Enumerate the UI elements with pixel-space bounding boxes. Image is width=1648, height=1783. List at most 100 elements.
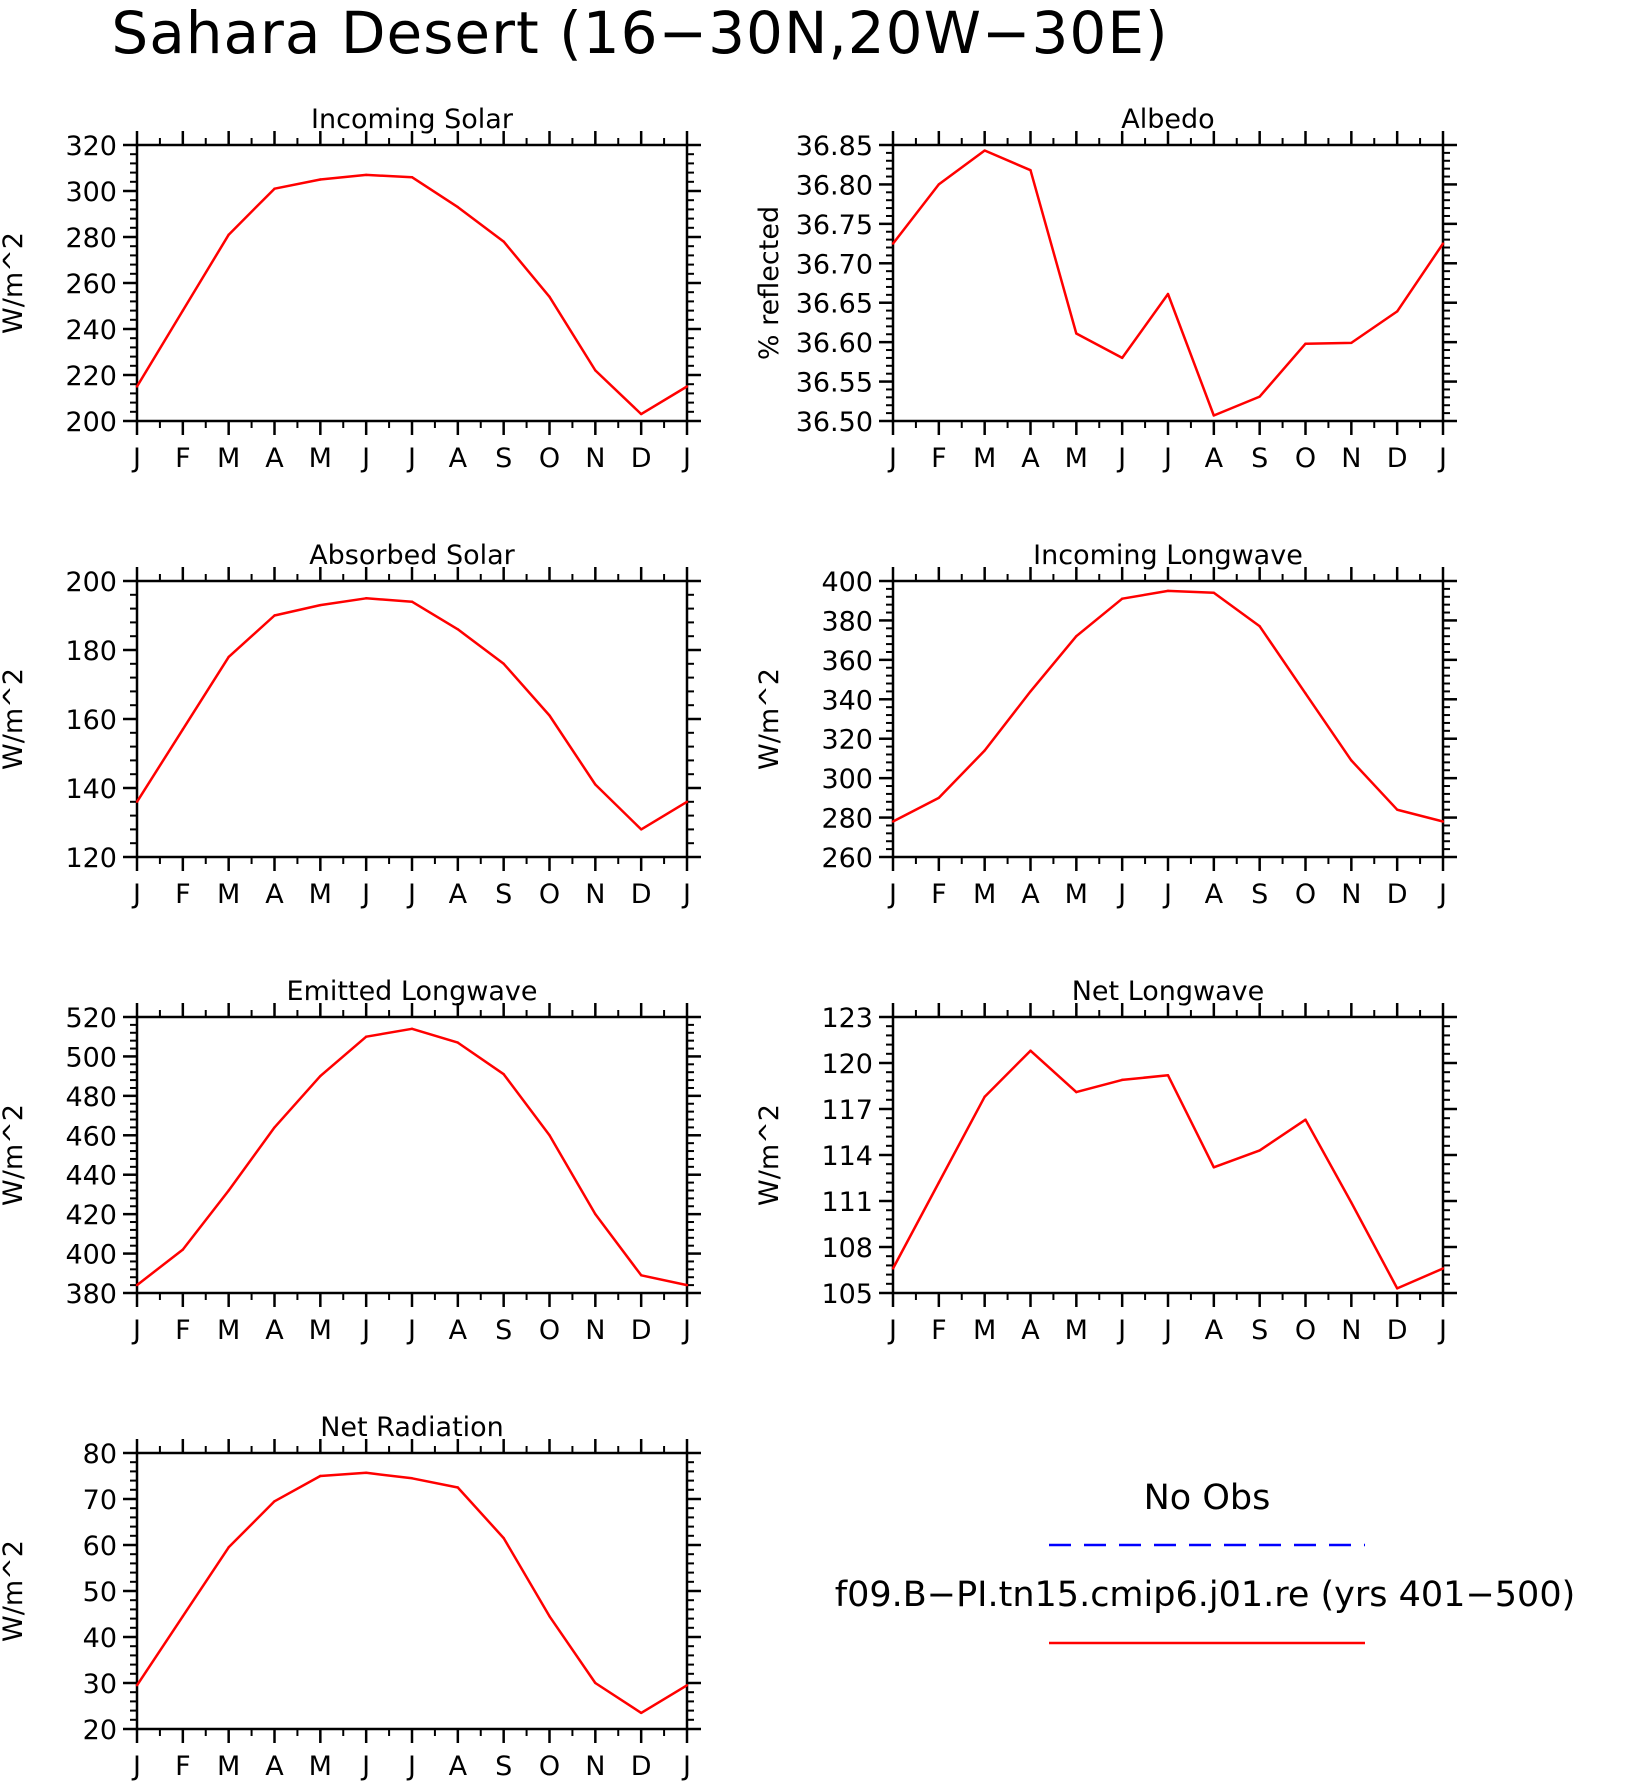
data-point <box>685 800 689 803</box>
y-tick-label: 200 <box>65 407 117 438</box>
data-point <box>273 1500 276 1503</box>
data-point <box>502 240 505 243</box>
x-tick-label: D <box>631 879 652 910</box>
x-tick-label: A <box>1205 443 1224 474</box>
data-point <box>364 1471 368 1474</box>
x-tick-label: J <box>681 879 691 910</box>
data-point <box>1258 1149 1261 1152</box>
x-tick-label: A <box>1021 443 1040 474</box>
data-point <box>1350 341 1353 345</box>
y-axis-title: % reflected <box>754 206 785 360</box>
x-tick-label: N <box>585 879 605 910</box>
y-axis-title: W/m^2 <box>754 1104 785 1206</box>
y-tick-label: 36.50 <box>796 407 873 438</box>
data-point <box>502 662 505 665</box>
data-point <box>548 1134 551 1137</box>
y-tick-label: 40 <box>83 1623 117 1654</box>
data-point <box>1029 690 1032 693</box>
y-tick-label: 80 <box>83 1439 117 1470</box>
y-tick-label: 36.75 <box>796 210 873 241</box>
y-tick-label: 380 <box>65 1279 117 1310</box>
y-tick-label: 480 <box>65 1082 117 1113</box>
data-point <box>410 176 414 179</box>
plot-frame <box>135 1015 689 1295</box>
data-point <box>594 783 597 786</box>
y-tick-label: 500 <box>65 1042 117 1073</box>
x-tick-label: O <box>1295 1315 1316 1346</box>
data-point <box>1258 625 1261 628</box>
data-point <box>1166 292 1170 296</box>
data-point <box>1120 356 1124 360</box>
legend-model-label: f09.B−PI.tn15.cmip6.j01.re (yrs 401−500) <box>835 1575 1576 1615</box>
y-tick-label: 36.80 <box>796 170 873 201</box>
x-tick-label: J <box>887 443 897 474</box>
x-tick-label: J <box>1116 1315 1126 1346</box>
y-tick-label: 60 <box>83 1531 117 1562</box>
plot-frame <box>135 579 689 859</box>
x-tick-label: J <box>681 1315 691 1346</box>
data-point <box>227 233 230 236</box>
x-tick-label: M <box>309 1315 332 1346</box>
plot-frame <box>891 1015 1445 1295</box>
data-point <box>456 1486 460 1489</box>
chart-title: Incoming Longwave <box>1033 540 1303 571</box>
data-point <box>181 309 185 312</box>
y-tick-label: 280 <box>65 223 117 254</box>
data-point <box>1166 1074 1170 1077</box>
data-point <box>135 1283 139 1287</box>
y-tick-label: 120 <box>821 1049 873 1080</box>
x-tick-label: J <box>406 1315 416 1346</box>
y-tick-label: 36.65 <box>796 289 873 320</box>
x-tick-label: J <box>1437 443 1447 474</box>
data-point <box>1395 310 1399 313</box>
series-line <box>136 1027 688 1287</box>
y-tick-label: 280 <box>821 804 873 835</box>
data-point <box>227 1546 230 1549</box>
data-point <box>502 1072 505 1076</box>
y-tick-label: 180 <box>65 636 117 667</box>
x-tick-label: A <box>265 443 284 474</box>
y-tick-label: 380 <box>821 606 873 637</box>
y-tick-label: 117 <box>821 1095 873 1126</box>
x-tick-label: S <box>1251 443 1268 474</box>
data-point <box>135 385 139 388</box>
chart-title: Net Longwave <box>1072 976 1265 1007</box>
x-tick-label: A <box>1205 1315 1224 1346</box>
x-tick-label: S <box>495 879 512 910</box>
data-point <box>1258 395 1261 398</box>
data-point <box>1212 1166 1216 1169</box>
x-tick-label: J <box>681 1751 691 1782</box>
x-tick-label: J <box>360 879 370 910</box>
series-line <box>892 589 1444 823</box>
y-axis-title: W/m^2 <box>0 232 29 334</box>
y-tick-label: 123 <box>821 1003 873 1034</box>
data-point <box>273 1126 276 1129</box>
figure-title: Sahara Desert (16−30N,20W−30E) <box>111 0 1168 67</box>
data-point <box>1304 342 1307 345</box>
data-point <box>502 1536 505 1540</box>
x-tick-label: A <box>449 879 468 910</box>
data-point <box>983 1095 986 1098</box>
data-point <box>937 183 941 186</box>
x-tick-label: F <box>175 879 191 910</box>
y-tick-label: 320 <box>65 131 117 162</box>
data-point <box>319 1474 322 1478</box>
y-tick-label: 200 <box>65 567 117 598</box>
x-tick-label: M <box>973 879 996 910</box>
data-point <box>135 1684 139 1687</box>
x-tick-label: N <box>585 1315 605 1346</box>
data-point <box>227 1189 230 1192</box>
data-point <box>1212 414 1216 417</box>
y-tick-label: 36.85 <box>796 131 873 162</box>
y-tick-label: 111 <box>821 1187 873 1218</box>
data-point <box>1075 332 1078 335</box>
data-point <box>685 1684 689 1687</box>
data-point <box>983 749 986 752</box>
